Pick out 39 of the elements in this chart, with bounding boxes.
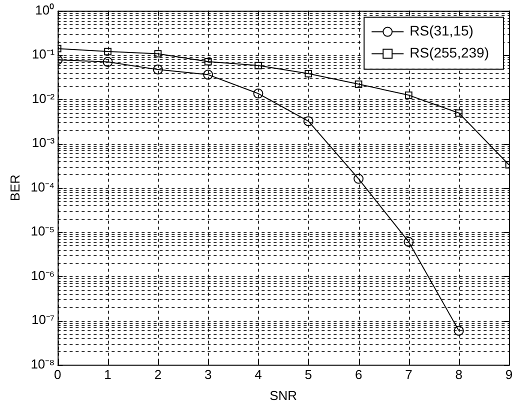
x-tick-label: 1 — [104, 367, 112, 382]
x-tick-label: 9 — [505, 367, 513, 382]
legend-label: RS(31,15) — [410, 22, 474, 39]
x-tick-label: 6 — [354, 367, 362, 382]
point — [455, 109, 463, 117]
point — [405, 91, 412, 99]
point — [104, 48, 112, 56]
point — [304, 70, 312, 78]
x-tick-label: 3 — [204, 367, 212, 382]
point — [454, 326, 464, 336]
x-axis-title: SNR — [270, 388, 298, 403]
y-tick-label: 10⁻⁷ — [31, 312, 55, 328]
y-tick-label: 10⁻⁴ — [30, 179, 55, 194]
y-tick-label: 10⁻⁵ — [30, 224, 55, 239]
point — [204, 58, 212, 66]
point — [404, 236, 414, 247]
x-tick-label: 0 — [54, 367, 62, 382]
x-tick-label: 7 — [405, 367, 412, 382]
point — [102, 56, 113, 67]
y-tick-label: 10⁻³ — [32, 135, 56, 150]
x-tick-label: 8 — [455, 367, 462, 382]
point — [154, 50, 162, 58]
x-tick-label: 4 — [254, 367, 262, 382]
legend-label: RS(255,239) — [410, 44, 490, 61]
x-tick-label: 2 — [154, 367, 162, 382]
y-tick-label: 10⁻¹ — [32, 46, 56, 62]
point — [203, 70, 214, 80]
point — [354, 174, 364, 184]
y-tick-label: 10⁻⁸ — [30, 356, 55, 372]
y-tick-label: 10⁻² — [32, 90, 56, 106]
x-tick-label: 5 — [304, 367, 312, 382]
point — [152, 64, 163, 75]
point — [354, 80, 362, 88]
y-tick-label: 10⁰ — [35, 2, 55, 18]
point — [254, 62, 262, 70]
point — [303, 116, 314, 126]
y-axis-title: BER — [7, 174, 22, 202]
y-tick-label: 10⁻⁶ — [30, 268, 55, 283]
point — [253, 88, 264, 99]
